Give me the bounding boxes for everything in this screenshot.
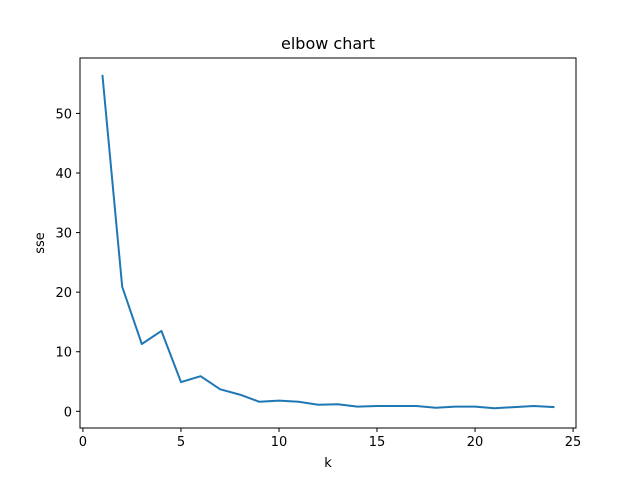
series-line [101, 74, 555, 410]
x-axis-label: k [324, 456, 332, 471]
chart-title: elbow chart [281, 34, 375, 53]
plot-frame [79, 57, 577, 429]
x-tick-label: 0 [79, 435, 87, 450]
y-tick-label: 20 [55, 286, 72, 301]
x-tick-label: 25 [565, 435, 582, 450]
y-tick-label: 50 [55, 107, 72, 122]
x-tick-label: 5 [177, 435, 185, 450]
axis-ticks: 0 5 10 15 20 25 0 10 20 30 40 50 [55, 107, 581, 450]
y-tick-label: 10 [55, 346, 72, 361]
x-tick-label: 15 [369, 435, 386, 450]
y-tick-label: 0 [64, 405, 72, 420]
y-axis-label: sse [33, 232, 48, 254]
x-tick-label: 20 [467, 435, 484, 450]
x-tick-label: 10 [271, 435, 288, 450]
y-tick-label: 40 [55, 167, 72, 182]
y-tick-label: 30 [55, 227, 72, 242]
